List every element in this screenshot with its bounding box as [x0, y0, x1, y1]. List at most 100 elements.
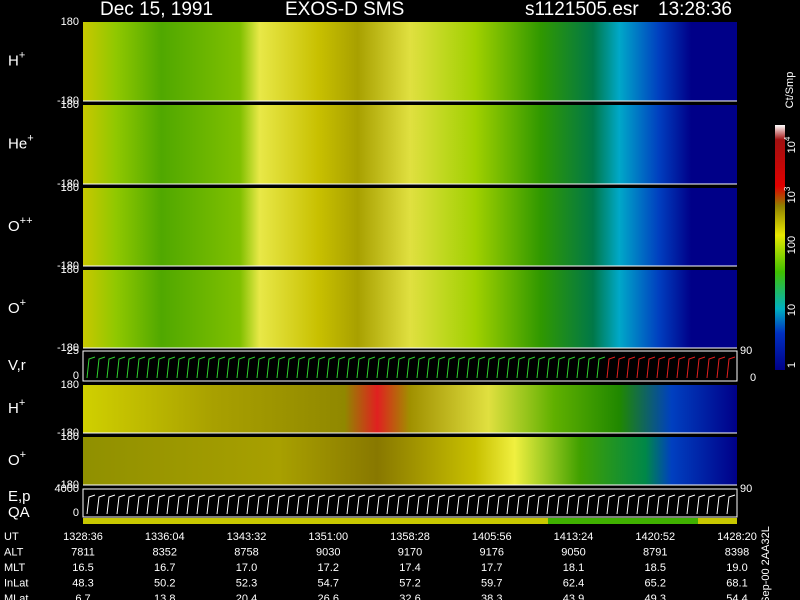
label-sup: +	[20, 297, 26, 309]
y-tick-label: 180	[61, 182, 79, 194]
trace	[166, 356, 176, 379]
colorbar-tick-label: 100	[786, 236, 798, 254]
y2-tick-label: 0	[750, 372, 756, 384]
trace	[396, 356, 406, 379]
tick-base: 1	[786, 362, 798, 368]
trace	[496, 356, 506, 379]
trace	[666, 494, 676, 515]
trace	[406, 356, 416, 379]
trace	[296, 356, 306, 379]
panel-label: O+	[8, 297, 26, 317]
trace	[326, 356, 336, 379]
trace	[576, 494, 586, 515]
trace	[316, 356, 326, 379]
trace	[176, 356, 186, 379]
panel-label: QA	[8, 504, 30, 521]
trace	[206, 494, 216, 515]
y-tick-label: 0	[73, 370, 79, 382]
row-label: InLat	[4, 577, 28, 589]
trace	[276, 356, 286, 379]
label-text: H	[8, 400, 19, 417]
trace	[296, 494, 306, 515]
trace	[436, 356, 446, 379]
trace	[436, 494, 446, 515]
trace	[246, 356, 256, 379]
y-tick-label: -180	[57, 427, 79, 439]
trace	[86, 356, 96, 379]
trace	[196, 356, 206, 379]
spectrogram	[83, 270, 737, 348]
y-tick-label: -180	[57, 178, 79, 190]
cell: 1343:32	[227, 531, 267, 543]
trace	[226, 356, 236, 379]
trace	[726, 356, 736, 379]
trace	[306, 494, 316, 515]
trace	[236, 494, 246, 515]
cell: 1428:20	[717, 531, 757, 543]
trace	[346, 494, 356, 515]
trace	[356, 494, 366, 515]
cell: 16.5	[72, 562, 93, 574]
cell: 17.2	[318, 562, 339, 574]
label-text: He	[8, 135, 27, 152]
spectrogram	[83, 437, 737, 485]
spectrogram	[83, 22, 737, 101]
cell: 17.0	[236, 562, 257, 574]
colorbar-tick-label: 104	[783, 136, 798, 153]
label-text: E,p	[8, 488, 31, 505]
trace	[656, 494, 666, 515]
cell: 9170	[398, 546, 422, 558]
trace	[156, 494, 166, 515]
trace	[676, 494, 686, 515]
trace	[626, 494, 636, 515]
cell: 1405:56	[472, 531, 512, 543]
trace	[486, 356, 496, 379]
trace	[506, 494, 516, 515]
y-tick-label: 180	[61, 16, 79, 28]
cell: 18.5	[645, 562, 666, 574]
trace	[106, 494, 116, 515]
trace	[206, 356, 216, 379]
trace	[586, 494, 596, 515]
tick-exp: 3	[783, 186, 792, 191]
panel-label: H+	[8, 397, 25, 417]
trace	[556, 356, 566, 379]
cell: 8791	[643, 546, 667, 558]
trace	[86, 494, 96, 515]
trace	[136, 494, 146, 515]
cell: 9030	[316, 546, 340, 558]
trace	[96, 356, 106, 379]
trace	[326, 494, 336, 515]
cell: 1358:28	[390, 531, 430, 543]
trace	[336, 356, 346, 379]
trace	[256, 494, 266, 515]
trace	[566, 494, 576, 515]
panel-label: E,p	[8, 488, 31, 505]
trace	[426, 494, 436, 515]
trace	[146, 356, 156, 379]
trace	[266, 356, 276, 379]
cell: 38.3	[481, 593, 502, 600]
trace	[496, 494, 506, 515]
trace	[426, 356, 436, 379]
label-sup: +	[20, 449, 26, 461]
trace	[476, 494, 486, 515]
trace	[216, 356, 226, 379]
cell: 13.8	[154, 593, 175, 600]
cell: 1413:24	[554, 531, 594, 543]
trace	[676, 356, 686, 379]
trace	[686, 494, 696, 515]
trace	[546, 494, 556, 515]
trace	[386, 356, 396, 379]
file-name: s1121505.esr	[525, 0, 639, 20]
panel	[82, 488, 738, 518]
time: 13:28:36	[658, 0, 732, 20]
cell: 43.9	[563, 593, 584, 600]
trace	[536, 356, 546, 379]
row-label: MLT	[4, 562, 25, 574]
cell: 65.2	[645, 577, 666, 589]
trace	[596, 494, 606, 515]
trace	[616, 356, 626, 379]
panel-label: He+	[8, 132, 34, 152]
trace	[626, 356, 636, 379]
